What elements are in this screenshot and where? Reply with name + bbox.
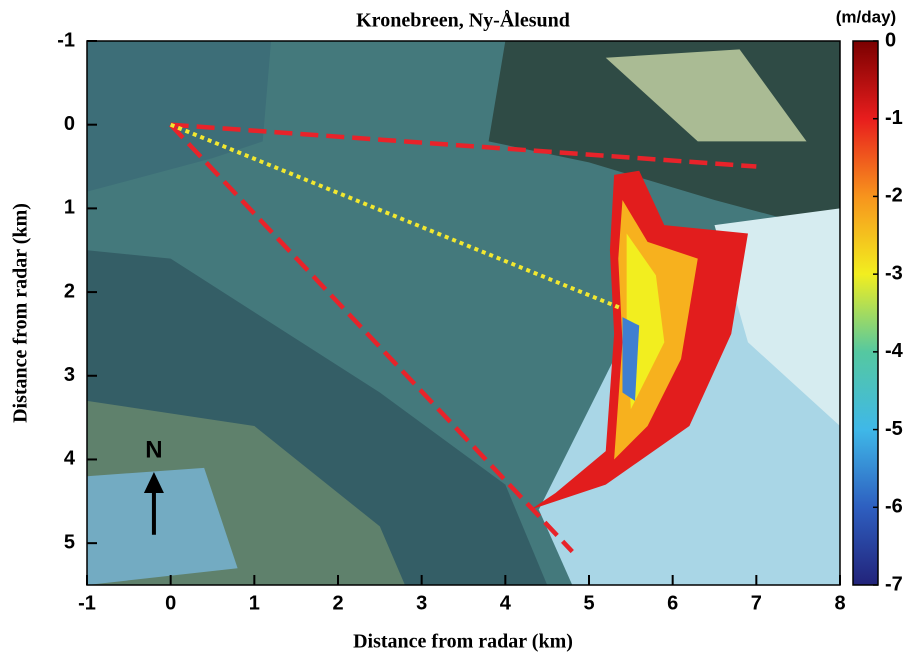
page: Kronebreen, Ny-Ålesund Distance from rad…	[0, 0, 910, 663]
colorbar-tick-label: 0	[885, 29, 896, 51]
x-tick-label: -1	[78, 592, 96, 614]
y-tick-label: 1	[64, 197, 75, 219]
colorbar-tick-label: -4	[885, 340, 904, 362]
x-tick-label: 6	[667, 592, 678, 614]
x-tick-label: 7	[751, 592, 762, 614]
colorbar-tick-label: -6	[885, 496, 903, 518]
colorbar-tick-label: -1	[885, 107, 903, 129]
x-tick-label: 2	[332, 592, 343, 614]
colorbar	[853, 41, 878, 585]
x-axis-label: Distance from radar (km)	[353, 631, 573, 653]
x-tick-label: 4	[500, 592, 512, 614]
chart-title: Kronebreen, Ny-Ålesund	[356, 9, 570, 32]
colorbar-tick-label: -3	[885, 262, 903, 284]
y-tick-label: 0	[64, 113, 75, 135]
x-tick-label: 0	[165, 592, 176, 614]
y-tick-label: 3	[64, 364, 75, 386]
y-tick-label: 5	[64, 531, 75, 553]
colorbar-tick-label: -5	[885, 418, 903, 440]
colorbar-tick-label: -7	[885, 573, 903, 595]
chart: Kronebreen, Ny-Ålesund Distance from rad…	[0, 0, 910, 658]
north-label: N	[145, 436, 162, 463]
y-tick-label: 4	[64, 448, 76, 470]
y-axis-label: Distance from radar (km)	[10, 203, 32, 423]
y-tick-label: -1	[57, 29, 75, 51]
x-tick-label: 3	[416, 592, 427, 614]
background-image	[87, 41, 840, 585]
y-tick-label: 2	[64, 280, 75, 302]
x-tick-label: 5	[583, 592, 594, 614]
x-tick-label: 1	[249, 592, 260, 614]
colorbar-tick-label: -2	[885, 185, 903, 207]
x-tick-label: 8	[834, 592, 845, 614]
colorbar-label: (m/day)	[836, 7, 896, 26]
